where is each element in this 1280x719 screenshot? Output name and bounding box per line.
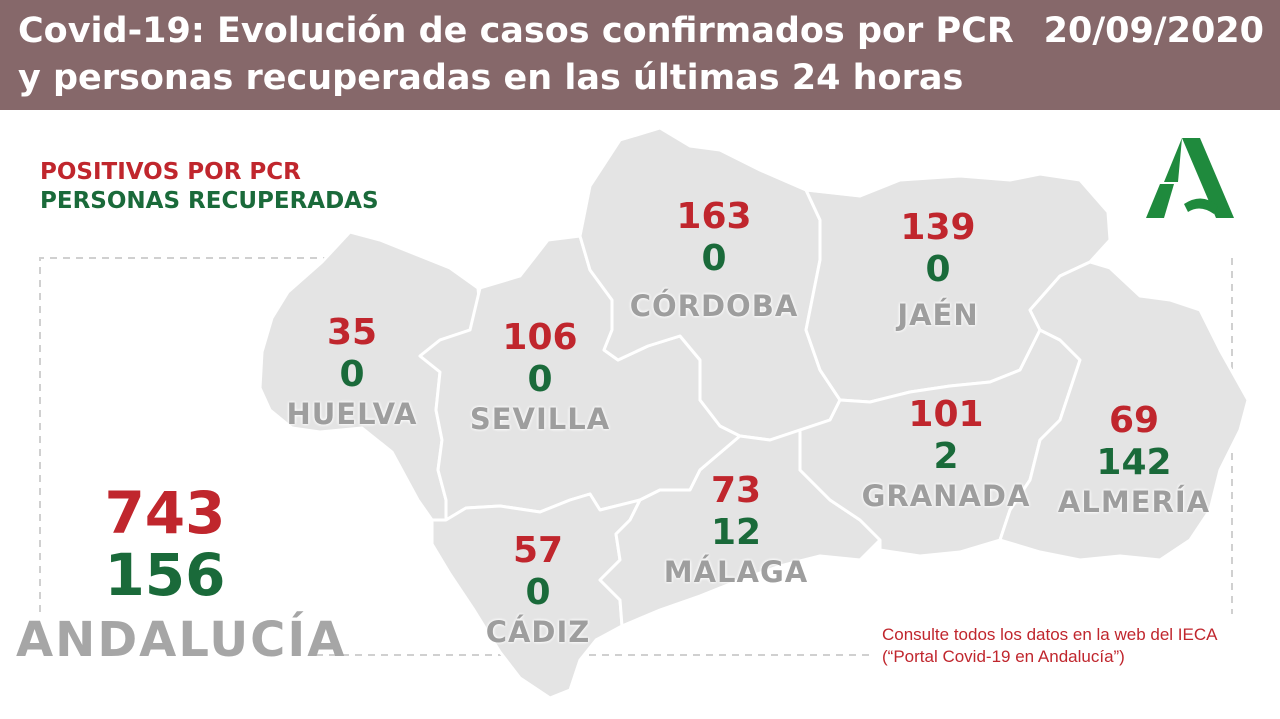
province-malaga: 73 12 MÁLAGA (636, 470, 836, 590)
cordoba-recovered: 0 (701, 238, 727, 279)
junta-andalucia-logo-icon (1146, 138, 1234, 218)
almeria-recovered: 142 (1096, 442, 1172, 483)
province-granada: 101 2 GRANADA (846, 394, 1046, 514)
cadiz-name: CÁDIZ (485, 615, 591, 649)
header-bar: Covid-19: Evolución de casos confirmados… (0, 0, 1280, 110)
footer-note: Consulte todos los datos en la web del I… (882, 625, 1217, 666)
region-name: ANDALUCÍA (16, 612, 347, 668)
cadiz-positives: 57 (512, 530, 564, 571)
sevilla-name: SEVILLA (469, 402, 611, 436)
cordoba-name: CÓRDOBA (629, 289, 799, 323)
province-almeria: 69 142 ALMERÍA (1034, 400, 1234, 520)
jaen-recovered: 0 (925, 249, 951, 290)
almeria-shape (998, 260, 1250, 562)
almeria-positives: 69 (1108, 400, 1160, 441)
legend-positives: POSITIVOS POR PCR (40, 159, 301, 185)
province-cordoba: 163 0 CÓRDOBA (614, 196, 814, 324)
cadiz-recovered: 0 (525, 572, 551, 613)
sevilla-positives: 106 (502, 317, 578, 358)
province-huelva: 35 0 HUELVA (252, 312, 452, 432)
legend-recovered: PERSONAS RECUPERADAS (40, 188, 379, 214)
malaga-shape (598, 428, 882, 628)
malaga-positives: 73 (710, 470, 762, 511)
granada-positives: 101 (908, 394, 984, 435)
jaen-positives: 139 (900, 207, 976, 248)
cordoba-positives: 163 (676, 196, 752, 237)
malaga-recovered: 12 (710, 512, 762, 553)
dashed-frame (39, 257, 1233, 656)
page-title: Covid-19: Evolución de casos confirmados… (18, 11, 1014, 98)
date-label: 20/09/2020 (1043, 11, 1264, 51)
almeria-name: ALMERÍA (1057, 485, 1211, 519)
total-positives: 743 (104, 479, 226, 547)
legend: POSITIVOS POR PCR PERSONAS RECUPERADAS (40, 158, 379, 216)
province-jaen: 139 0 JAÉN (838, 207, 1038, 333)
huelva-name: HUELVA (286, 397, 418, 431)
malaga-name: MÁLAGA (663, 555, 809, 589)
granada-name: GRANADA (861, 479, 1031, 513)
province-sevilla: 106 0 SEVILLA (440, 317, 640, 437)
huelva-recovered: 0 (339, 354, 365, 395)
huelva-positives: 35 (326, 312, 378, 353)
granada-recovered: 2 (933, 436, 959, 477)
total-recovered: 156 (104, 541, 226, 609)
region-total: 743 156 (60, 482, 270, 606)
province-cadiz: 57 0 CÁDIZ (438, 530, 638, 650)
sevilla-recovered: 0 (527, 359, 553, 400)
jaen-name: JAÉN (897, 298, 979, 332)
